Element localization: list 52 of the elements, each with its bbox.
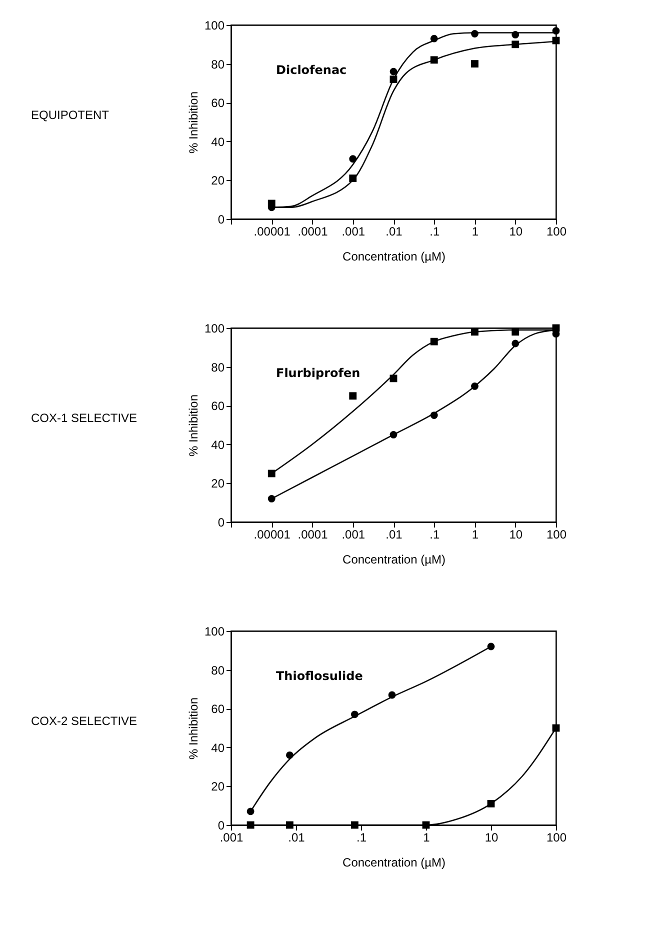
y-tick-label: 60 [211,399,225,414]
y-tick-label: 60 [211,96,225,110]
text: COX-2 SELECTIVE [31,714,138,728]
x-tick-label: 10 [484,830,498,844]
y-tick-label: 100 [204,18,225,32]
text: EQUIPOTENT [31,108,110,122]
x-tick-label: 100 [546,224,567,238]
x-tick-label: .0001 [298,528,328,542]
x-tick-label: .00001 [254,224,291,238]
x-tick-label: 1 [472,224,479,238]
x-tick-label: 10 [509,224,523,238]
y-tick-label: 40 [211,740,225,755]
x-tick-label: 1 [423,830,430,844]
x-tick-label: .00001 [254,528,291,542]
y-tick-label: 20 [211,174,225,188]
x-tick-label: .0001 [298,224,328,238]
annotation: Thioflosulide [276,669,363,683]
annotation: Diclofenac [276,63,347,77]
text: COX-1 SELECTIVE [31,411,138,425]
x-axis-title: Concentration (µM) [342,552,446,566]
y-tick-label: 100 [204,322,225,336]
y-tick-label: 80 [211,57,225,72]
x-axis-title: Concentration (µM) [342,856,446,870]
x-tick-label: .01 [386,224,403,238]
y-axis-title: % Inhibition [186,697,200,760]
x-tick-label: .01 [288,830,306,844]
x-axis-title: Concentration (µM) [342,250,446,264]
x-tick-label: .1 [430,528,440,542]
y-tick-label: 0 [218,212,225,226]
y-tick-label: 40 [211,134,225,149]
x-tick-label: 100 [546,528,567,542]
x-tick-label: .01 [386,528,403,542]
x-tick-label: 100 [546,830,567,844]
y-axis-title: % Inhibition [186,394,200,457]
y-tick-label: 0 [218,516,225,530]
y-tick-label: 100 [204,624,225,638]
y-tick-label: 20 [211,780,225,794]
x-tick-label: 10 [509,528,523,542]
annotation: Flurbiprofen [276,366,360,380]
y-tick-label: 80 [211,360,225,374]
x-tick-label: .001 [342,224,366,238]
y-tick-label: 20 [211,476,225,491]
x-tick-label: .001 [342,528,366,542]
x-tick-label: 1 [472,528,479,542]
y-tick-label: 60 [211,702,225,716]
y-axis-title: % Inhibition [186,91,200,154]
y-tick-label: 80 [211,663,225,678]
y-tick-label: 40 [211,438,225,452]
y-tick-label: 0 [218,818,225,832]
x-tick-label: .001 [220,830,244,844]
x-tick-label: .1 [430,224,440,238]
x-tick-label: .1 [356,830,367,844]
